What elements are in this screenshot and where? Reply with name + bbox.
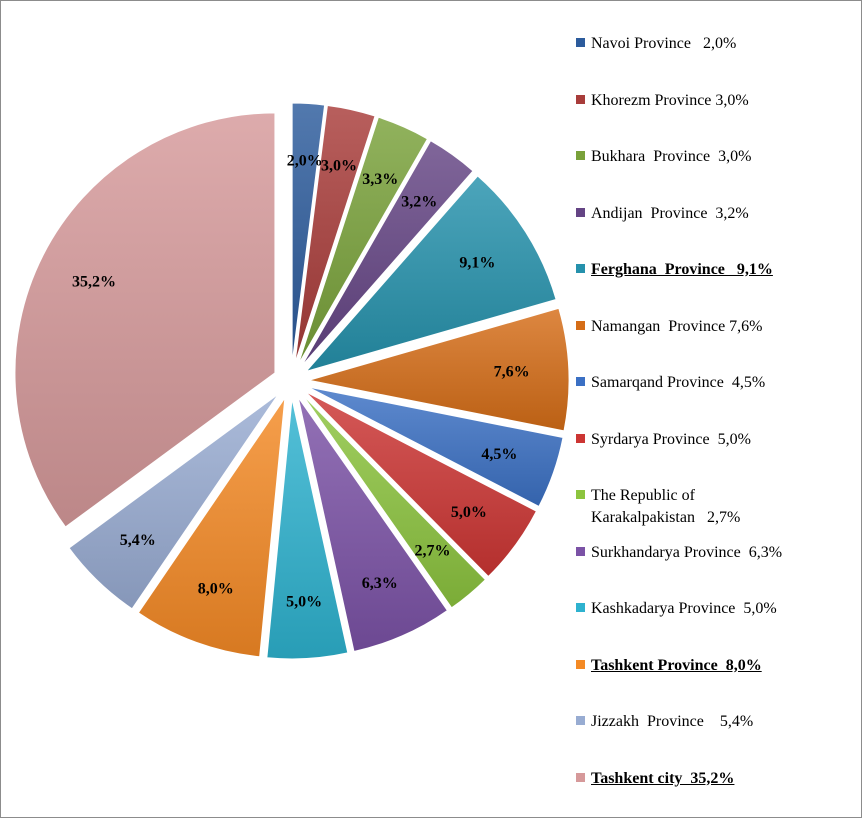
legend-label: Syrdarya Province 5,0% [591, 430, 751, 448]
legend-label: Bukhara Province 3,0% [591, 148, 752, 165]
legend-marker [576, 151, 585, 160]
legend-marker [576, 377, 585, 386]
data-label-navoi-province: 2,0% [287, 153, 323, 170]
pie-slice-navoi-province [291, 102, 326, 364]
legend-marker [576, 38, 585, 47]
legend-marker [576, 772, 585, 782]
pie-slice-kashkadarya-province [266, 398, 349, 660]
legend-label: Andijan Province 3,2% [591, 204, 749, 222]
legend-marker [576, 659, 585, 669]
legend-label: Kashkadarya Province 5,0% [591, 600, 777, 617]
legend-label: Khorezm Province 3,0% [591, 91, 749, 109]
data-label-namangan-province: 7,6% [494, 364, 530, 381]
legend-label: Tashkent city 35,2% [591, 769, 735, 787]
data-label-bukhara-province: 3,3% [362, 171, 398, 188]
legend-marker [576, 546, 585, 556]
data-label-surkhandarya-province: 6,3% [362, 575, 398, 592]
data-label-syrdarya-province: 5,0% [451, 504, 487, 521]
legend-label: The Republic of Karakalpakistan 2,7% [591, 487, 741, 526]
legend-marker [576, 264, 585, 273]
legend-marker [576, 207, 585, 217]
legend-marker [576, 490, 585, 499]
pie-slice-syrdarya-province [305, 391, 538, 578]
legend-label: Tashkent Province 8,0% [591, 656, 762, 674]
pie-slice-surkhandarya-province [297, 397, 449, 653]
data-label-khorezm-province: 3,0% [321, 158, 357, 175]
pie-slice-khorezm-province [294, 104, 376, 364]
pie-slice-tashkent-city [14, 112, 276, 528]
legend-label: Surkhandarya Province 6,3% [591, 543, 783, 561]
pie-slice-jizzakh-province [68, 393, 279, 610]
pie-slice-andijan-province [301, 140, 474, 367]
legend-label: Navoi Province 2,0% [591, 35, 737, 52]
pie-slice-namangan-province [308, 307, 570, 432]
legend-marker [576, 433, 585, 443]
pie-slice-the-republic-of-karakalpakistan [302, 394, 487, 609]
pie-chart: 2,0%3,0% 3,3%3,2% 9,1% 7,6% 4,5% 5,0% 2,7% 6,3%… [14, 102, 570, 660]
pie-slice-bukhara-province [297, 116, 429, 365]
legend-label: Samarqand Province 4,5% [591, 374, 766, 391]
data-label-ferghana-province: 9,1% [459, 255, 495, 272]
data-label-tashkent-province: 8,0% [198, 581, 234, 598]
legend-label: Ferghana Province 9,1% [591, 261, 773, 278]
data-label-tashkent-city: 35,2% [72, 273, 116, 290]
data-label-the-republic-of-karakalpakistan: 2,7% [415, 543, 451, 560]
data-label-jizzakh-province: 5,4% [120, 532, 156, 549]
legend-marker [576, 603, 585, 612]
legend-marker [576, 320, 585, 330]
legend-marker [576, 94, 585, 104]
pie-slice-samarqand-province [307, 386, 564, 508]
legend-label: Jizzakh Province 5,4% [591, 713, 754, 730]
legend-marker [576, 716, 585, 725]
data-label-kashkadarya-province: 5,0% [286, 593, 322, 610]
legend-label: Namangan Province 7,6% [591, 317, 763, 335]
data-label-andijan-province: 3,2% [401, 193, 437, 210]
pie-slice-ferghana-province [304, 175, 557, 373]
data-label-samarqand-province: 4,5% [481, 446, 517, 463]
pie-slice-tashkent-province [137, 397, 286, 658]
